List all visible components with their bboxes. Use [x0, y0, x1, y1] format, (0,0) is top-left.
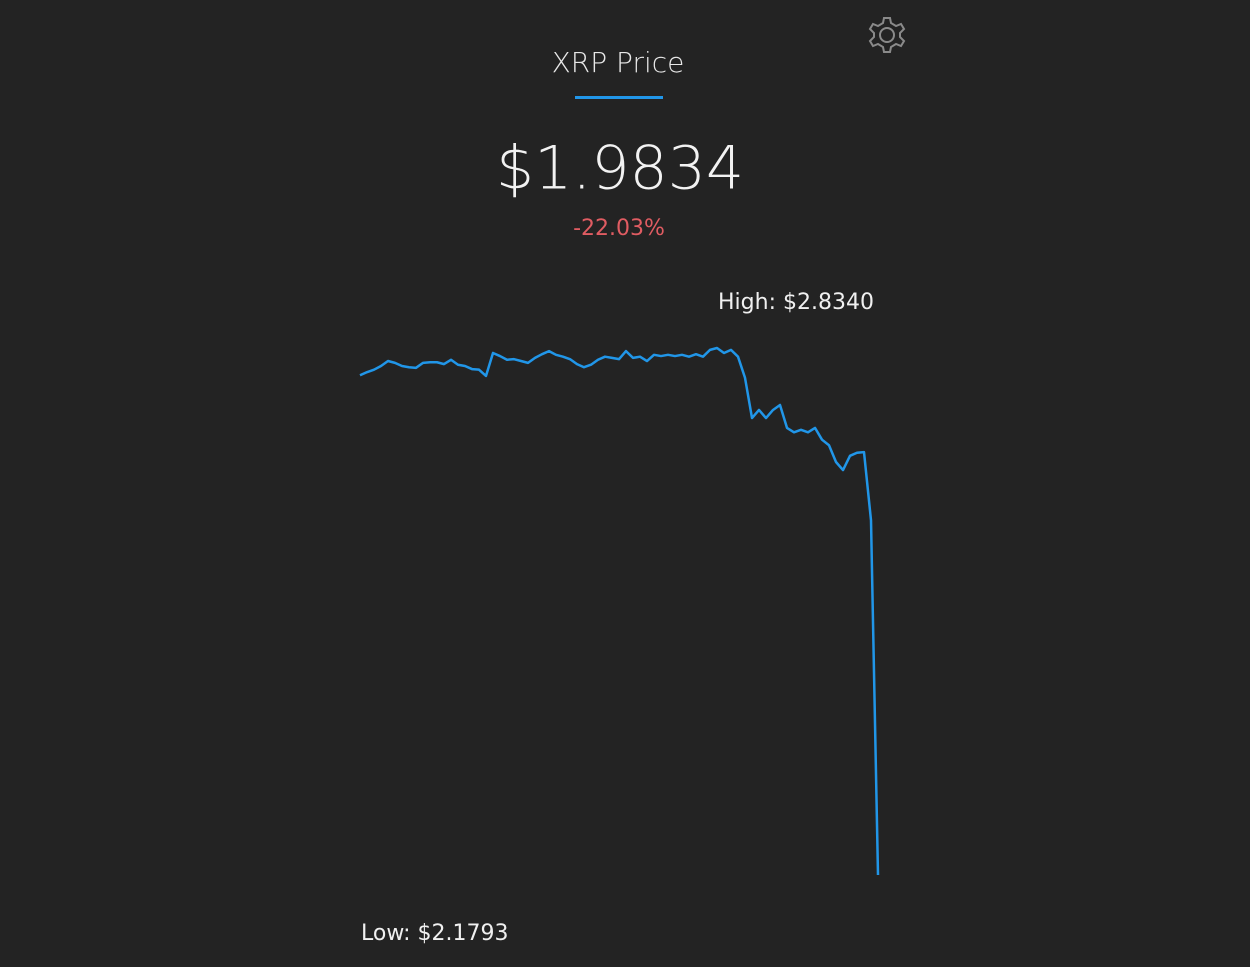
price-line [359, 346, 880, 876]
current-price: $1.9834 [496, 134, 744, 204]
low-label: Low: $2.1793 [361, 921, 509, 946]
settings-button[interactable] [868, 17, 906, 53]
high-label: High: $2.8340 [718, 290, 874, 315]
title: XRP Price [552, 46, 685, 79]
price-change: -22.03% [573, 216, 665, 241]
title-underline [575, 96, 663, 99]
